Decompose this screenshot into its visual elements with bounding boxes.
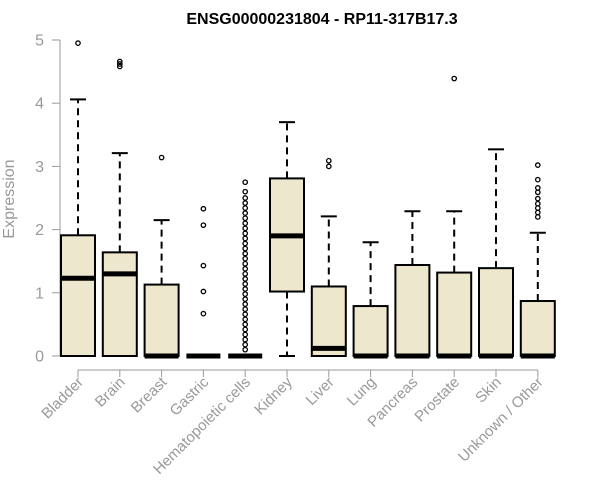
outlier-point <box>158 154 165 161</box>
outlier-point <box>200 262 207 269</box>
box-prostate <box>436 75 473 359</box>
y-tick-label: 2 <box>35 222 44 239</box>
outlier-point <box>242 301 249 308</box>
box-gastric <box>186 205 221 359</box>
y-tick-label: 5 <box>35 33 44 50</box>
box-iqr <box>101 251 138 358</box>
outlier-point <box>242 215 249 222</box>
outlier-point <box>242 230 249 237</box>
box-iqr <box>352 305 389 357</box>
outlier-point <box>242 200 249 206</box>
outlier-point <box>242 225 249 232</box>
outlier-point <box>534 176 541 183</box>
box-iqr <box>478 267 514 358</box>
outlier-point <box>242 245 249 252</box>
boxes-group <box>60 40 556 359</box>
outlier-point <box>325 163 332 170</box>
outlier-point <box>242 270 249 277</box>
outlier-point <box>242 250 249 257</box>
y-tick-label: 0 <box>35 349 44 366</box>
outlier-point <box>242 331 249 338</box>
outlier-point <box>242 306 249 313</box>
x-tick-label: Kidney <box>251 373 296 418</box>
outlier-point <box>242 296 249 302</box>
outlier-point <box>116 58 123 65</box>
outlier-point <box>242 286 249 292</box>
box-breast <box>143 154 180 359</box>
box-bladder <box>60 40 96 357</box>
box-iqr <box>60 234 96 357</box>
outlier-point <box>242 240 249 247</box>
outlier-point <box>242 235 249 242</box>
x-tick-label: Liver <box>303 374 338 409</box>
outlier-point <box>242 341 249 348</box>
box-unknown-other <box>519 162 556 359</box>
outlier-point <box>242 321 249 328</box>
outlier-point <box>242 220 249 227</box>
y-axis-label: Expression <box>1 159 18 238</box>
box-iqr <box>436 271 473 357</box>
box-brain <box>101 58 138 358</box>
box-hematopoietic-cells <box>228 179 263 359</box>
box-skin <box>478 148 514 359</box>
outlier-point <box>242 265 249 272</box>
x-tick-label: Prostate <box>411 374 463 426</box>
outlier-point <box>534 209 541 216</box>
y-tick-label: 3 <box>35 159 44 176</box>
chart-title: ENSG00000231804 - RP11-317B17.3 <box>186 11 457 28</box>
outlier-point <box>534 214 541 220</box>
outlier-point <box>242 346 249 353</box>
outlier-point <box>242 336 249 343</box>
x-tick-label: Breast <box>128 373 171 416</box>
box-pancreas <box>394 210 431 359</box>
x-tick-label: Lung <box>344 374 380 410</box>
box-iqr <box>519 300 556 357</box>
axes: 0 1 2 3 4 5 <box>35 33 539 377</box>
outlier-point <box>534 162 541 168</box>
outlier-point <box>75 40 81 47</box>
outlier-point <box>116 61 123 67</box>
outlier-point <box>242 210 249 217</box>
outlier-point <box>451 75 458 82</box>
outlier-point <box>242 255 249 262</box>
box-iqr <box>394 263 431 358</box>
outlier-point <box>200 288 207 295</box>
outlier-point <box>534 205 541 211</box>
box-liver <box>310 157 347 358</box>
outlier-point <box>242 205 249 211</box>
outlier-point <box>242 326 249 333</box>
outlier-point <box>534 185 541 191</box>
y-tick-label: 4 <box>35 96 44 113</box>
outlier-point <box>242 188 249 195</box>
outlier-point <box>242 179 249 186</box>
outlier-point <box>242 291 249 297</box>
outlier-point <box>534 189 541 196</box>
box-lung <box>352 241 389 359</box>
box-kidney <box>269 121 305 357</box>
outlier-point <box>200 205 207 212</box>
outlier-point <box>242 260 249 267</box>
outlier-point <box>534 200 541 207</box>
x-tick-label: Bladder <box>38 374 87 423</box>
box-iqr <box>143 283 180 358</box>
outlier-point <box>325 157 332 164</box>
outlier-point <box>200 222 207 229</box>
outlier-point <box>116 63 123 70</box>
outlier-point <box>242 276 249 282</box>
x-tick-label: Skin <box>472 374 505 407</box>
box-iqr <box>310 285 347 358</box>
outlier-point <box>242 281 249 287</box>
outlier-point <box>534 195 541 202</box>
x-tick-label: Brain <box>92 374 129 411</box>
outlier-point <box>242 316 249 323</box>
outlier-point <box>242 311 249 318</box>
y-tick-label: 1 <box>35 285 44 302</box>
outlier-point <box>242 195 249 201</box>
outlier-point <box>200 310 207 317</box>
